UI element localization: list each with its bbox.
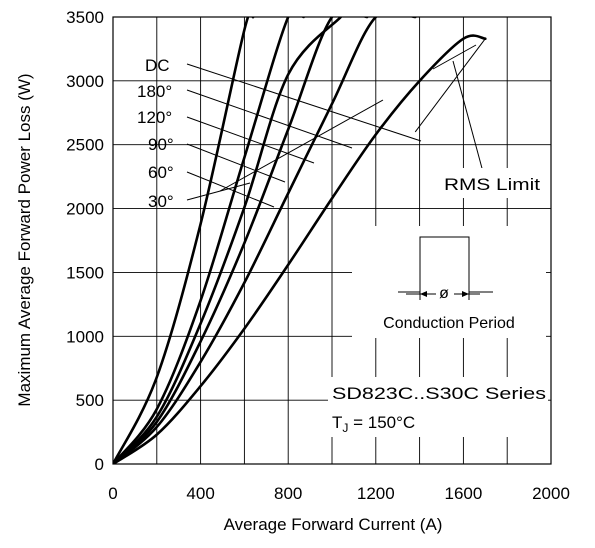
x-axis-label: Average Forward Current (A): [224, 515, 443, 534]
y-tick-label: 2500: [66, 136, 104, 155]
curve-30: [113, 34, 487, 464]
curve-label-leader: [186, 116, 315, 164]
curve-label-180: 180°: [137, 82, 172, 101]
curve-label-leader: [186, 171, 275, 208]
curve-label-leader: [186, 143, 286, 183]
curve-label-120: 120°: [137, 108, 172, 127]
pulse-waveform: [398, 236, 493, 293]
y-tick-label: 500: [76, 391, 104, 410]
curve-120: [113, 17, 343, 464]
conduction-period-label: Conduction Period: [383, 315, 515, 332]
rms-limit-label: RMS Limit: [444, 175, 540, 194]
curve-label-leader: [186, 182, 251, 201]
loss-curves: [113, 17, 487, 464]
y-tick-label: 2000: [66, 200, 104, 219]
curve-dc: [113, 17, 255, 464]
y-tick-label: 0: [95, 455, 104, 474]
curve-label-leader: [186, 89, 353, 149]
x-tick-label: 2000: [532, 484, 570, 503]
period-arrow-left: [420, 291, 427, 297]
junction-temp-label: TJ = 150°C: [332, 413, 415, 435]
x-tick-label: 400: [186, 484, 214, 503]
tick-labels: 0 400 800 1200 1600 2000 0 500 1000 1500 2000 2500 3…: [66, 8, 570, 503]
curve-label-60: 60°: [148, 163, 174, 182]
rms-limit-line: [414, 38, 486, 133]
curve-90: [113, 17, 369, 464]
y-axis-label: Maximum Average Forward Power Loss (W): [15, 73, 34, 406]
x-tick-label: 800: [274, 484, 302, 503]
y-tick-label: 1000: [66, 327, 104, 346]
label-leader-lines: [186, 44, 484, 208]
series-label: SD823C..S30C Series: [332, 384, 546, 403]
y-tick-label: 1500: [66, 263, 104, 282]
x-tick-label: 0: [108, 484, 117, 503]
phi-symbol-bg: [436, 285, 454, 301]
rms-limit-leader: [452, 60, 484, 173]
conduction-period-inset: ø Conduction Period: [352, 226, 546, 338]
x-tick-label: 1200: [357, 484, 395, 503]
y-tick-label: 3000: [66, 72, 104, 91]
curve-label-dc: DC: [145, 56, 170, 75]
curve-label-90: 90°: [148, 135, 174, 154]
curve-label-30: 30°: [148, 192, 174, 211]
y-tick-label: 3500: [66, 8, 104, 27]
curve-label-leader: [186, 63, 422, 142]
curve-180: [113, 17, 305, 464]
phi-symbol: ø: [439, 285, 449, 302]
x-tick-label: 1600: [444, 484, 482, 503]
inset-background: [352, 226, 546, 338]
series-info-bg: [328, 377, 548, 437]
curve-60: [113, 17, 417, 464]
curve-label-leader: [219, 99, 384, 192]
rms-limit-leader: [432, 44, 477, 70]
period-arrow-right: [462, 291, 469, 297]
rms-limit-label-bg: [440, 168, 544, 198]
